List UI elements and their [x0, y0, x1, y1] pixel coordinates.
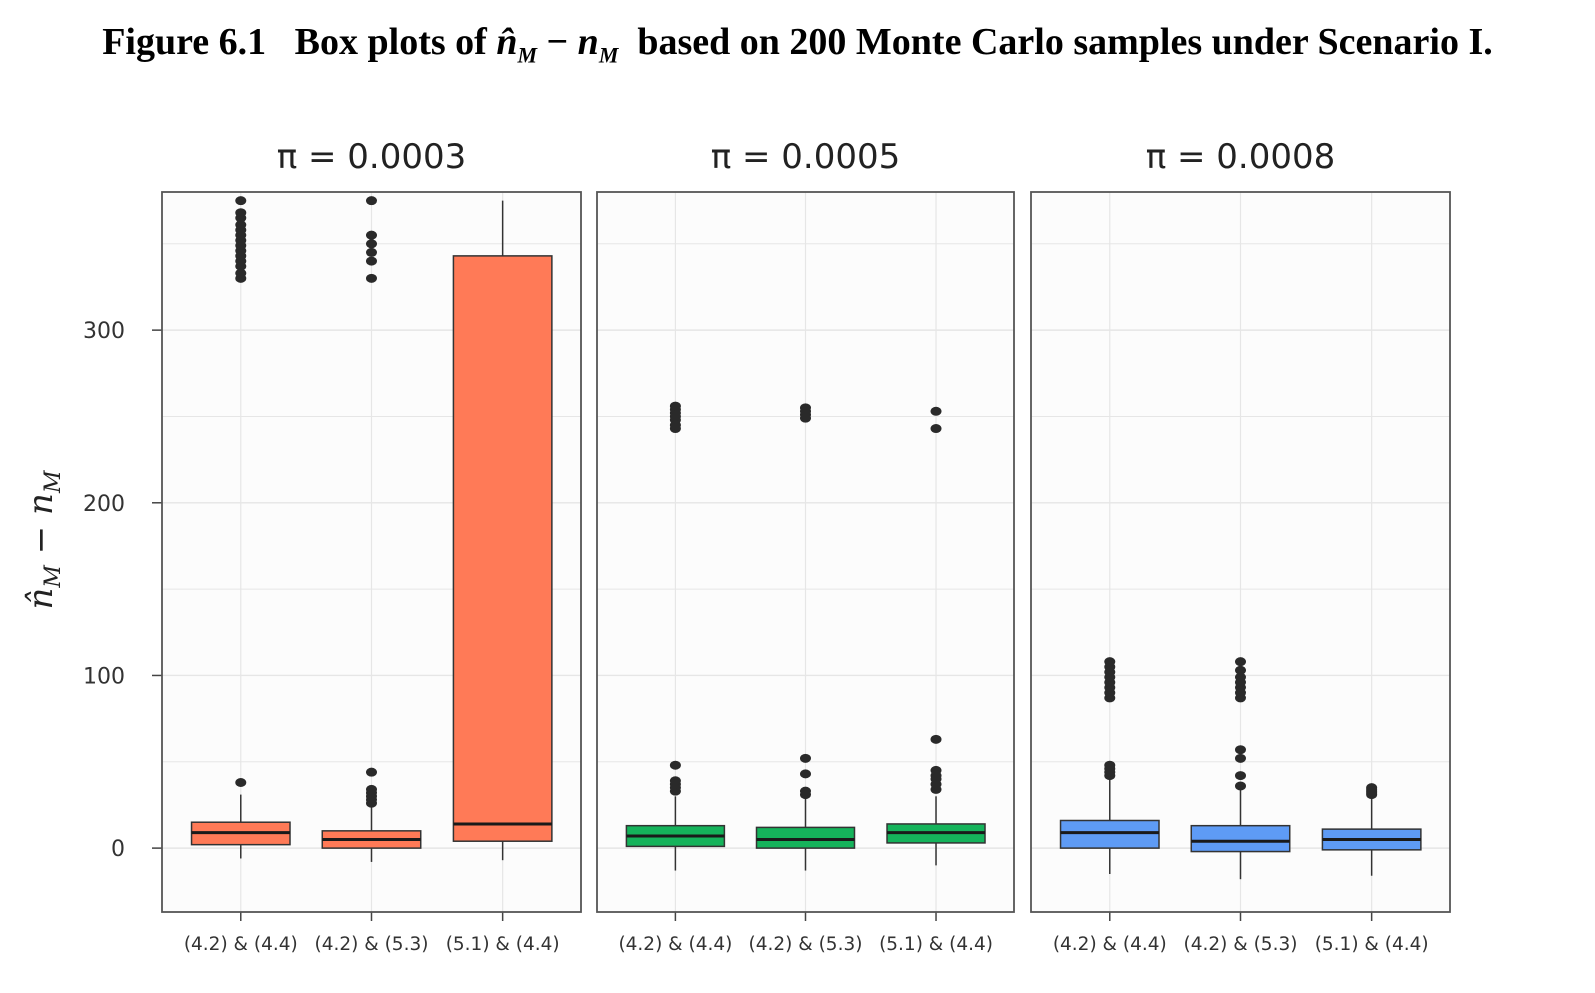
panel-border [161, 191, 582, 913]
facet-panel-1: π = 0.0003 (4.2) & (4.4) (4.2) & (5.3) (5.1… [161, 137, 582, 955]
outlier-point [366, 256, 377, 266]
y-axis-label-subscript: M [41, 565, 66, 589]
figure-label: Figure 6.1 [102, 21, 267, 63]
outlier-point [800, 403, 811, 413]
outlier-point [1235, 657, 1246, 667]
outlier-point [800, 786, 811, 796]
figure-title-symbol-b-sub: M [598, 42, 619, 68]
figure-title-symbol-b: n [577, 21, 599, 63]
outlier-point [930, 406, 942, 416]
figure-title-symbol-a-sub: M [517, 42, 538, 68]
box-body [1190, 824, 1291, 853]
x-tick-label: (4.2) & (5.3) [749, 934, 863, 955]
panel-border [1030, 191, 1451, 913]
y-axis-label-subscript: M [41, 470, 66, 494]
facet-title: π = 0.0005 [711, 137, 901, 177]
outlier-point [235, 778, 247, 788]
outlier-point [669, 776, 681, 786]
box-1 [625, 401, 726, 871]
y-axis-label-part: n̂ [21, 588, 61, 610]
outlier-point [235, 208, 247, 218]
y-tick-label: 0 [111, 837, 125, 862]
facet-panel-3: π = 0.0008 (4.2) & (4.4) (4.2) & (5.3) (5.1… [1030, 137, 1451, 955]
outlier-point [1235, 665, 1246, 675]
outlier-point [235, 196, 247, 206]
box-3 [886, 406, 986, 866]
figure-title-minus: − [546, 21, 569, 63]
box-body [452, 255, 553, 842]
outlier-point [669, 760, 681, 770]
outlier-point [235, 220, 247, 230]
x-tick-label: (4.2) & (4.4) [184, 934, 298, 955]
outlier-point [669, 401, 681, 411]
outlier-point [366, 239, 377, 249]
outlier-point [800, 753, 811, 763]
x-tick-label: (5.1) & (4.4) [879, 934, 993, 955]
outlier-point [1104, 760, 1116, 770]
outlier-point [800, 769, 811, 779]
outlier-point [930, 734, 942, 744]
outlier-point [1235, 753, 1246, 763]
x-tick-label: (4.2) & (4.4) [618, 934, 732, 955]
outlier-point [366, 767, 377, 777]
x-tick-label: (4.2) & (4.4) [1053, 934, 1167, 955]
outlier-point [1235, 771, 1246, 781]
y-axis-ticks: 0 100 200 300 [83, 319, 162, 862]
box-2 [321, 196, 422, 862]
outlier-point [366, 196, 377, 206]
x-tick-label: (5.1) & (4.4) [446, 934, 560, 955]
y-tick-label: 300 [83, 319, 125, 344]
facet-panel-2: π = 0.0005 (4.2) & (4.4) (4.2) & (5.3) (5.1… [596, 137, 1015, 955]
outlier-point [1366, 783, 1378, 793]
y-tick-label: 100 [83, 664, 125, 689]
box-3 [452, 200, 553, 861]
outlier-point [366, 247, 377, 257]
box-3 [1321, 783, 1422, 876]
outlier-point [1235, 781, 1246, 791]
outlier-point [1235, 745, 1246, 755]
outlier-point [930, 424, 942, 434]
figure-title-symbol-a: n̂ [496, 21, 518, 63]
panel-border [596, 191, 1015, 913]
x-tick-label: (4.2) & (5.3) [315, 934, 429, 955]
x-tick-label: (4.2) & (5.3) [1184, 934, 1298, 955]
outlier-point [235, 268, 247, 278]
figure-title-text-after: based on 200 Monte Carlo samples under S… [637, 21, 1493, 63]
facet-title: π = 0.0008 [1146, 137, 1336, 177]
outlier-point [1104, 657, 1116, 667]
x-tick-label: (5.1) & (4.4) [1315, 934, 1429, 955]
facet-panels: π = 0.0003 (4.2) & (4.4) (4.2) & (5.3) (5.1… [161, 137, 1451, 955]
box-2 [755, 403, 856, 871]
outlier-point [366, 273, 377, 283]
y-axis-label: n̂M − nM [21, 470, 66, 609]
outlier-point [366, 230, 377, 240]
facet-title: π = 0.0003 [277, 137, 467, 177]
figure-title-text-before: Box plots of [294, 21, 487, 63]
y-axis-label-part: − n [21, 493, 61, 565]
outlier-point [930, 765, 942, 775]
y-axis-label-group: n̂M − nM [21, 470, 66, 609]
box-1 [1059, 657, 1160, 875]
box-1 [190, 196, 291, 859]
y-tick-label: 200 [83, 492, 125, 517]
box-body [755, 826, 856, 849]
figure-title: Figure 6.1 Box plots of n̂M − nM based o… [0, 20, 1595, 69]
box-body [1059, 819, 1160, 849]
box-2 [1190, 657, 1291, 880]
outlier-point [366, 784, 377, 794]
outlier-point [1235, 672, 1246, 682]
